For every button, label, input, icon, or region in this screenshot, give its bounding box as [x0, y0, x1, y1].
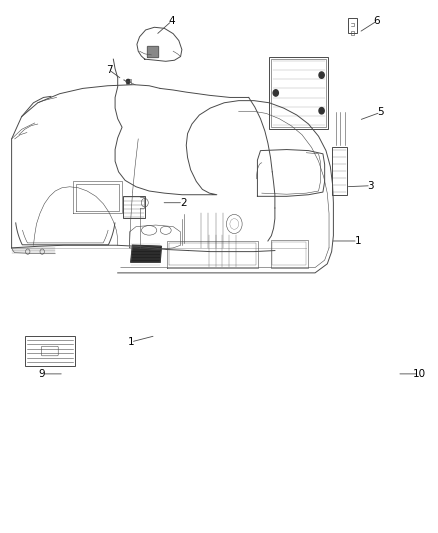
- Bar: [272, 59, 326, 127]
- Text: 3: 3: [367, 181, 374, 191]
- Circle shape: [319, 72, 324, 78]
- Circle shape: [273, 90, 279, 96]
- Polygon shape: [147, 46, 158, 56]
- Polygon shape: [131, 245, 161, 262]
- Bar: [126, 79, 131, 84]
- Bar: [272, 242, 306, 265]
- Circle shape: [127, 79, 130, 84]
- Text: 4: 4: [169, 16, 175, 26]
- Text: 7: 7: [106, 65, 112, 75]
- Text: 5: 5: [377, 107, 384, 117]
- Text: 9: 9: [39, 369, 46, 379]
- Text: 6: 6: [374, 16, 380, 26]
- Bar: [269, 56, 328, 130]
- Text: 2: 2: [180, 198, 187, 208]
- Bar: [271, 240, 307, 268]
- Text: 1: 1: [127, 337, 134, 347]
- Circle shape: [319, 108, 324, 114]
- Bar: [351, 31, 354, 35]
- Text: 1: 1: [354, 236, 361, 246]
- Bar: [348, 18, 357, 33]
- Bar: [332, 147, 347, 195]
- Text: 10: 10: [413, 369, 426, 379]
